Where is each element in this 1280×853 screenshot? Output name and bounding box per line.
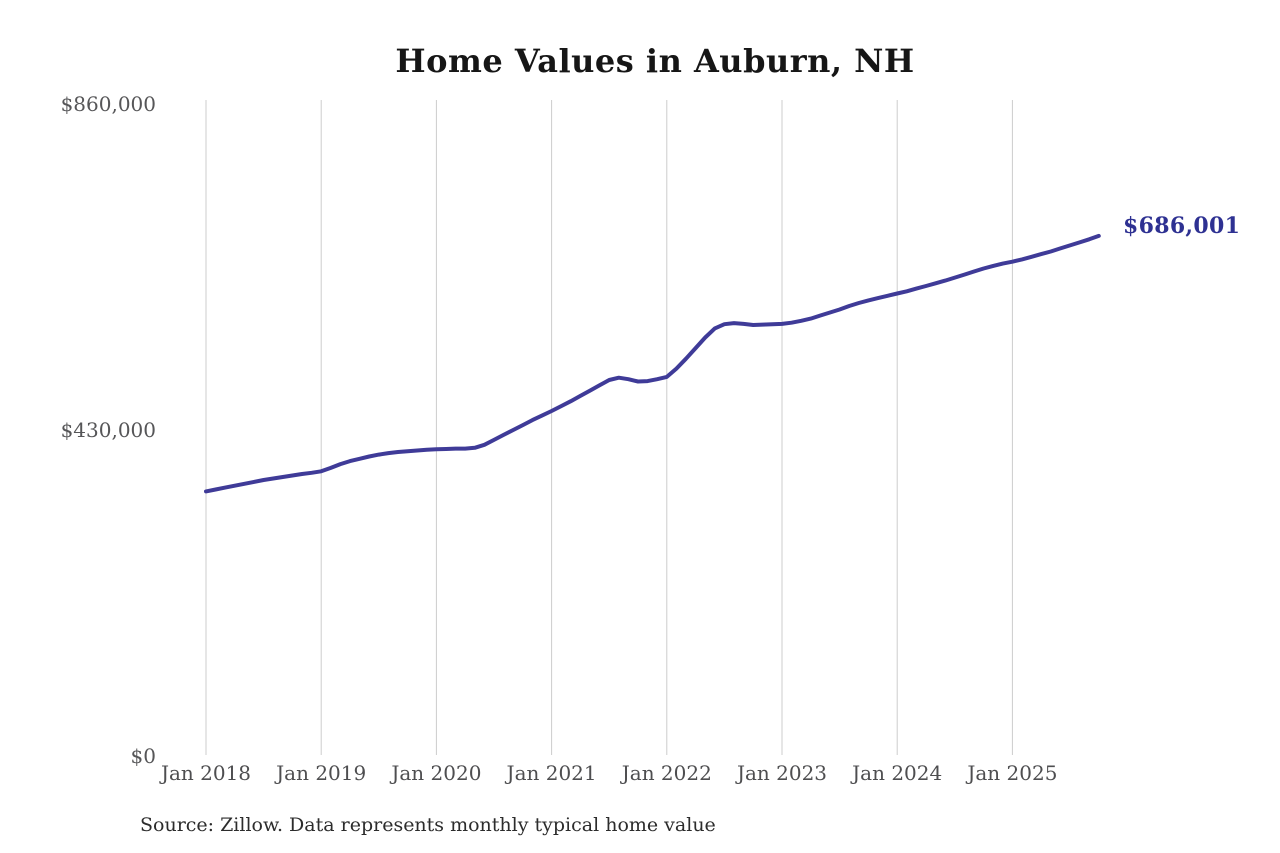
x-tick-label: Jan 2019 (276, 761, 367, 785)
x-tick-label: Jan 2021 (506, 761, 597, 785)
x-tick-label: Jan 2018 (160, 761, 252, 785)
x-tick-label: Jan 2022 (621, 761, 712, 785)
source-note: Source: Zillow. Data represents monthly … (140, 814, 716, 836)
y-tick-label: $430,000 (60, 418, 156, 442)
x-tick-label: Jan 2020 (391, 761, 482, 785)
x-tick-label: Jan 2025 (967, 761, 1058, 785)
x-tick-label: Jan 2024 (852, 761, 943, 785)
x-tick-label: Jan 2023 (736, 761, 828, 785)
y-tick-label: $860,000 (60, 92, 156, 116)
home-value-line (204, 233, 1101, 494)
end-value-label: $686,001 (1123, 213, 1241, 239)
chart-title: Home Values in Auburn, NH (395, 42, 915, 80)
y-tick-label: $0 (130, 744, 156, 768)
gridlines (205, 100, 1013, 755)
